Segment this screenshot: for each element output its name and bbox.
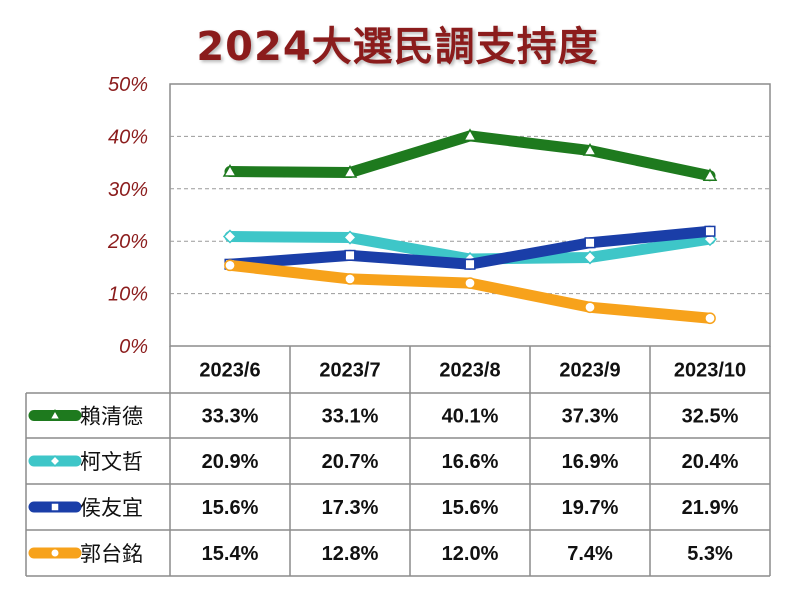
- x-tick-label: 2023/7: [319, 360, 380, 382]
- data-point: [702, 168, 718, 181]
- legend-label: 郭台銘: [80, 542, 143, 566]
- x-tick-label: 2023/10: [674, 360, 746, 382]
- data-label: 12.0%: [442, 543, 499, 565]
- y-tick-label: 50%: [108, 74, 148, 96]
- x-tick-label: 2023/9: [559, 360, 620, 382]
- x-tick-label: 2023/6: [199, 360, 260, 382]
- data-label: 15.6%: [202, 497, 259, 519]
- chart-title: 2024大選民調支持度: [196, 24, 599, 70]
- data-label: 20.7%: [322, 451, 379, 473]
- data-label: 40.1%: [442, 406, 499, 428]
- y-tick-label: 10%: [108, 284, 148, 306]
- data-label: 20.9%: [202, 451, 259, 473]
- data-point: [584, 237, 596, 249]
- data-label: 16.9%: [562, 451, 619, 473]
- data-point: [222, 229, 238, 244]
- data-point: [344, 249, 356, 261]
- y-tick-label: 40%: [108, 126, 148, 148]
- data-point: [584, 301, 596, 314]
- data-label: 20.4%: [682, 451, 739, 473]
- legend-label: 賴清德: [80, 405, 143, 429]
- data-point: [704, 225, 716, 237]
- data-label: 32.5%: [682, 406, 739, 428]
- data-label: 15.4%: [202, 543, 259, 565]
- data-point: [224, 259, 236, 272]
- legend-label: 侯友宜: [80, 496, 143, 520]
- data-point: [222, 163, 238, 177]
- x-tick-label: 2023/8: [439, 360, 500, 382]
- data-label: 21.9%: [682, 497, 739, 519]
- legend-marker: [50, 548, 60, 558]
- legend-marker: [48, 408, 62, 420]
- data-label: 17.3%: [322, 497, 379, 519]
- data-label: 33.1%: [322, 406, 379, 428]
- data-point: [344, 273, 356, 285]
- data-point: [582, 143, 598, 156]
- data-point: [582, 250, 598, 265]
- legend-label: 柯文哲: [80, 450, 143, 474]
- data-label: 37.3%: [562, 406, 619, 428]
- data-point: [342, 230, 358, 245]
- y-tick-label: 30%: [108, 179, 148, 201]
- data-label: 15.6%: [442, 497, 499, 519]
- plot-area: [169, 83, 771, 347]
- data-label: 33.3%: [202, 406, 259, 428]
- data-point: [704, 312, 716, 325]
- data-point: [342, 165, 358, 178]
- legend-marker: [50, 502, 60, 512]
- data-point: [464, 258, 476, 270]
- data-label: 19.7%: [562, 497, 619, 519]
- data-point: [462, 128, 478, 142]
- data-point: [464, 277, 476, 289]
- legend-marker: [48, 454, 62, 468]
- data-label: 7.4%: [567, 543, 613, 565]
- y-tick-label: 20%: [107, 231, 148, 253]
- y-tick-label: 0%: [119, 336, 148, 358]
- data-label: 5.3%: [687, 543, 733, 565]
- data-label: 16.6%: [442, 451, 499, 473]
- data-label: 12.8%: [322, 543, 379, 565]
